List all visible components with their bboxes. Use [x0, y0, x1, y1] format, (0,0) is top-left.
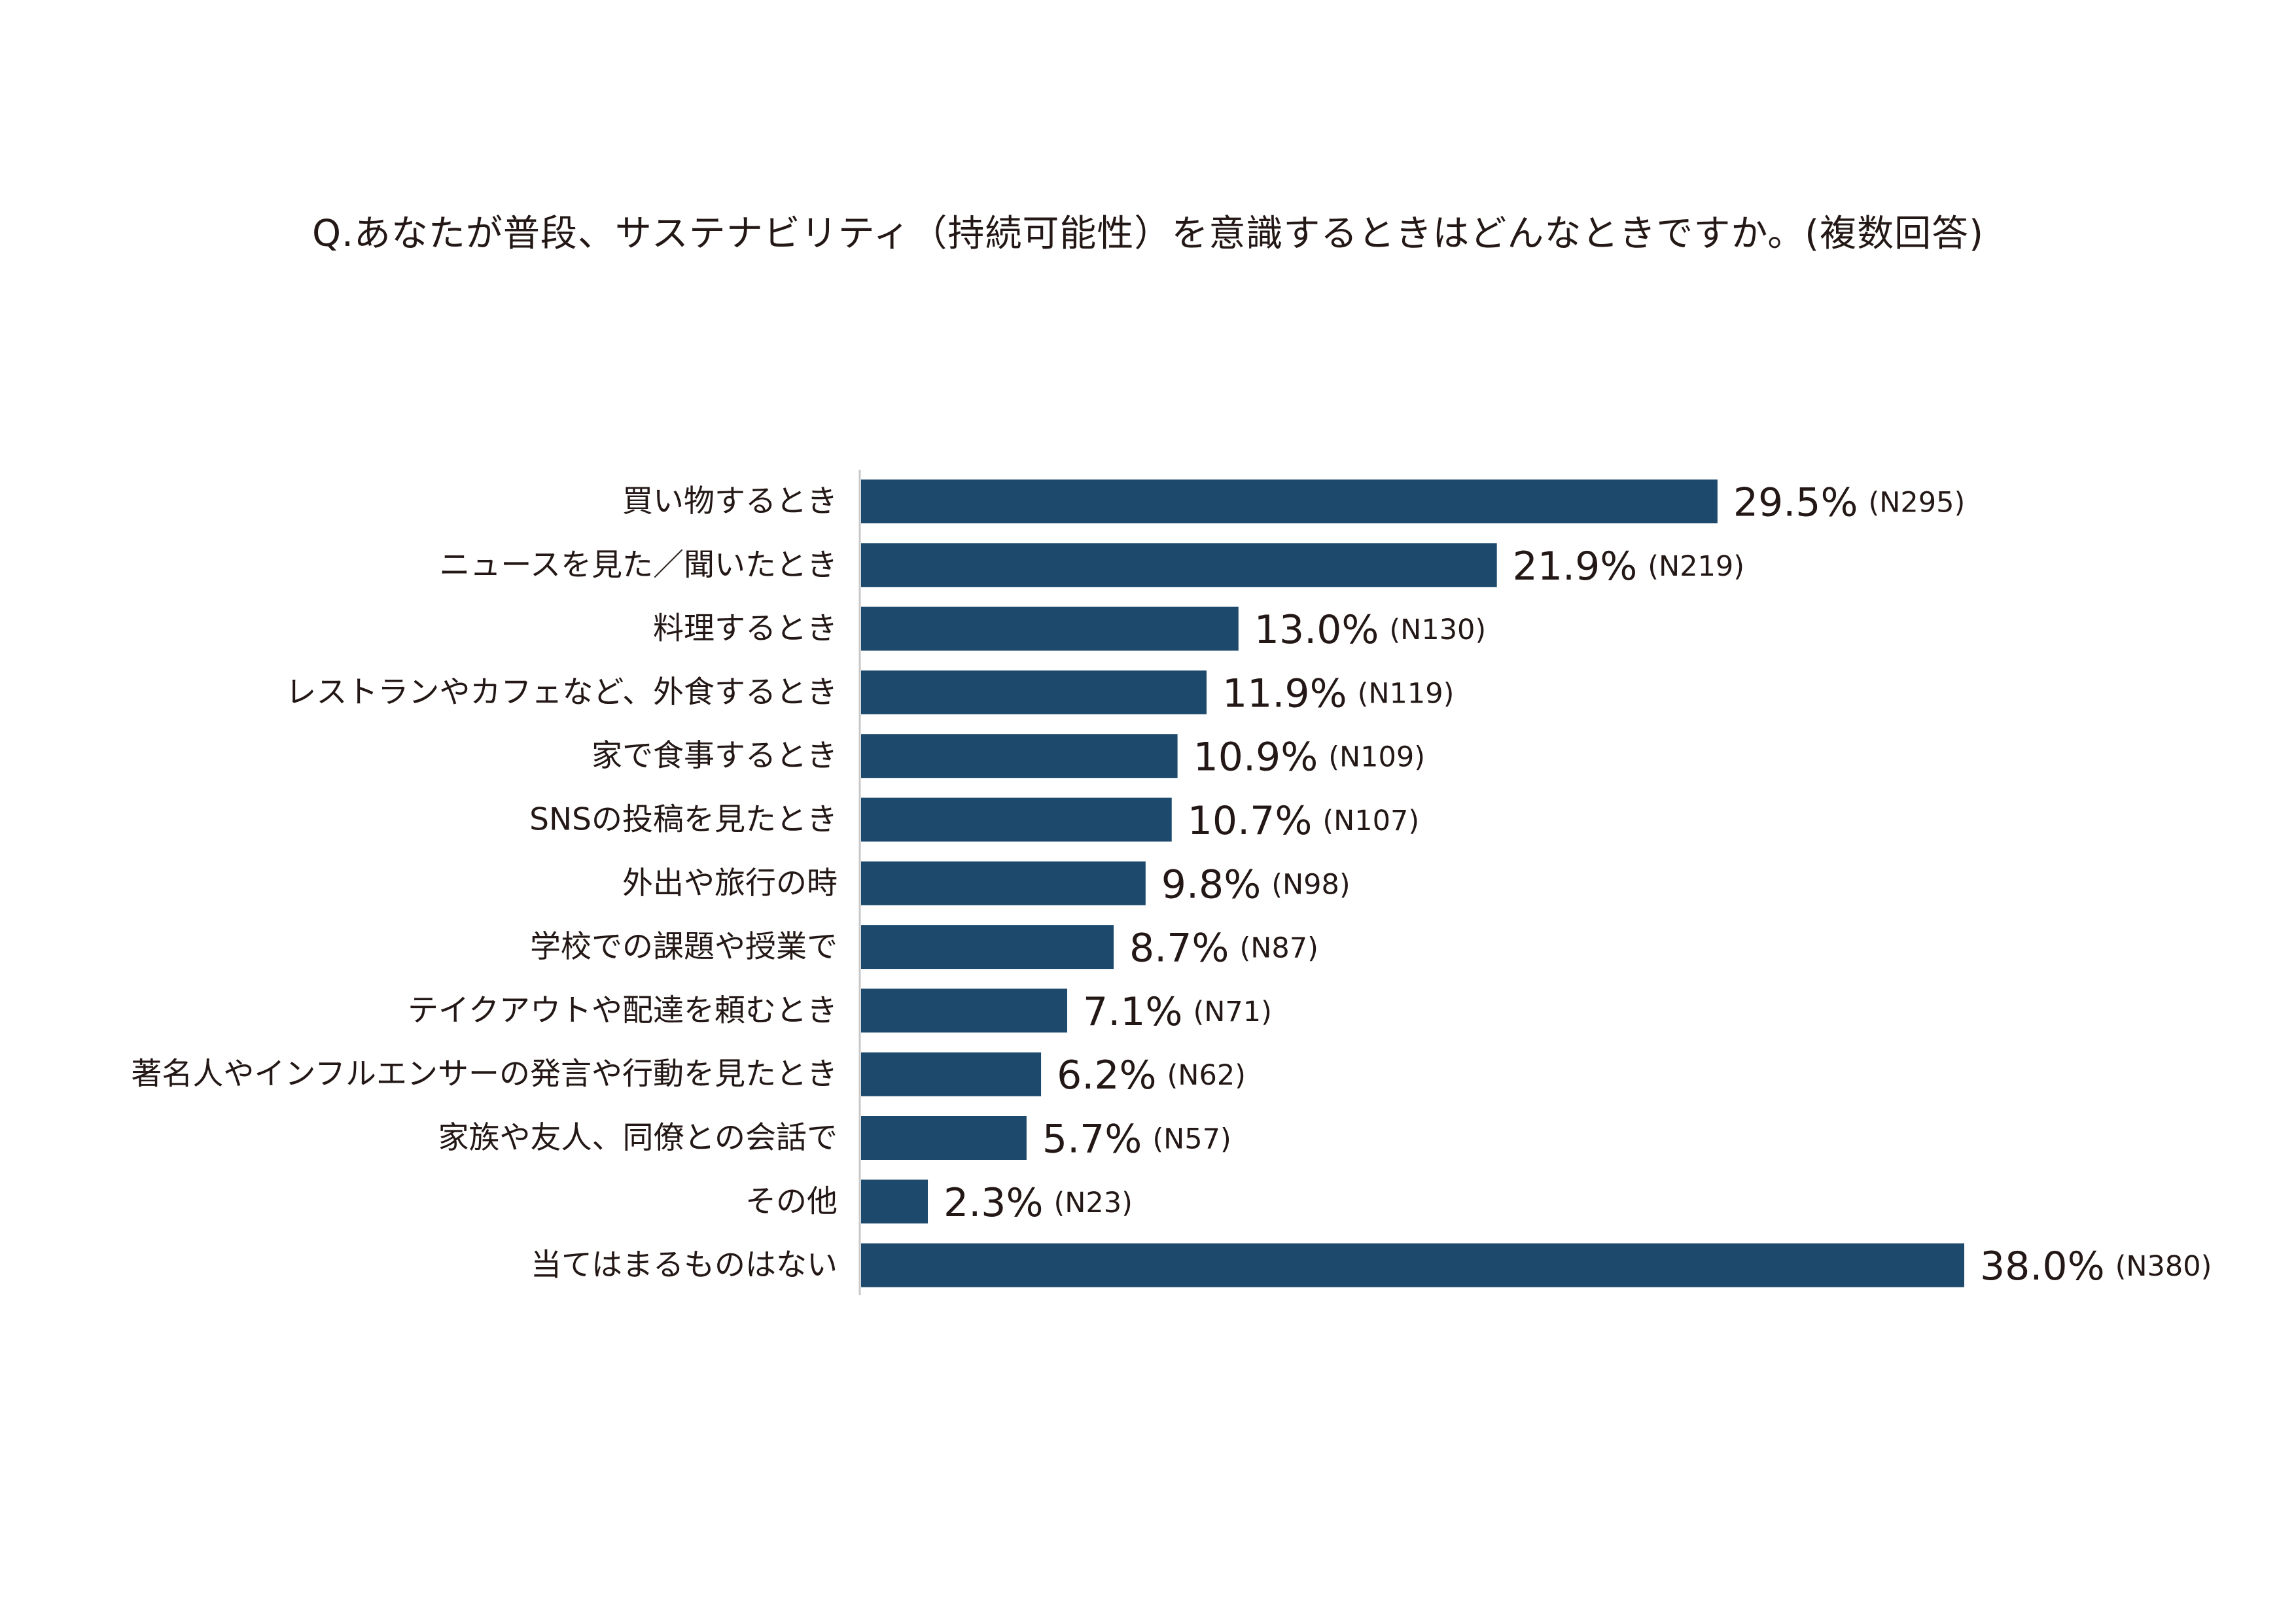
n-label: (N109) [1328, 741, 1425, 774]
n-label: (N57) [1152, 1123, 1231, 1156]
value-label: 29.5% [1733, 480, 1858, 526]
n-label: (N62) [1167, 1059, 1246, 1092]
n-label: (N130) [1389, 614, 1486, 646]
bar [861, 797, 1172, 842]
data-label: 10.9% (N109) [1193, 735, 1425, 780]
data-label: 2.3% (N23) [944, 1180, 1133, 1226]
bar [861, 543, 1497, 587]
bar [861, 861, 1146, 905]
bar [861, 925, 1114, 969]
value-label: 38.0% [1980, 1244, 2105, 1289]
n-label: (N23) [1053, 1187, 1132, 1219]
n-label: (N98) [1271, 868, 1350, 901]
category-label: 料理するとき [653, 611, 838, 647]
bar [861, 1116, 1027, 1160]
category-label: 学校での課題や授業で [530, 929, 838, 965]
category-label: テイクアウトや配達を頼むとき [408, 992, 838, 1028]
bar [861, 734, 1178, 778]
data-label: 21.9% (N219) [1513, 544, 1744, 589]
value-label: 21.9% [1513, 544, 1638, 589]
chart-title: Q.あなたが普段、サステナビリティ（持続可能性）を意識するときはどんなときですか… [312, 213, 1984, 255]
category-label: 家で食事するとき [592, 738, 838, 774]
category-label: SNSの投稿を見たとき [529, 802, 838, 838]
value-label: 2.3% [944, 1180, 1043, 1226]
n-label: (N71) [1193, 996, 1271, 1028]
data-label: 7.1% (N71) [1083, 989, 1272, 1035]
data-label: 11.9% (N119) [1222, 671, 1454, 716]
bar [861, 606, 1239, 651]
data-label: 10.7% (N107) [1188, 798, 1419, 844]
category-label: ニュースを見た／聞いたとき [439, 547, 838, 583]
n-label: (N107) [1322, 805, 1419, 837]
value-label: 6.2% [1057, 1053, 1156, 1098]
data-label: 8.7% (N87) [1129, 926, 1318, 971]
category-label: その他 [745, 1183, 838, 1219]
n-label: (N295) [1868, 487, 1965, 519]
category-label: 当てはまるものはない [531, 1248, 838, 1283]
category-label: 外出や旅行の時 [622, 865, 838, 901]
value-label: 7.1% [1083, 989, 1182, 1035]
category-label: 買い物するとき [622, 483, 838, 519]
value-label: 9.8% [1161, 862, 1261, 907]
value-label: 10.9% [1193, 735, 1318, 780]
data-label: 13.0% (N130) [1254, 607, 1486, 653]
n-label: (N87) [1239, 932, 1318, 965]
bar [861, 988, 1068, 1033]
data-label: 6.2% (N62) [1057, 1053, 1246, 1098]
bars-group: 買い物するとき 29.5% (N295) ニュースを見た／聞いたとき 21.9% (N21… [131, 480, 2212, 1289]
bar [861, 480, 1718, 523]
value-label: 8.7% [1129, 926, 1229, 971]
data-label: 5.7% (N57) [1042, 1117, 1231, 1162]
value-label: 5.7% [1042, 1117, 1142, 1162]
bar [861, 1179, 928, 1224]
category-label: 家族や友人、同僚との会話で [438, 1120, 838, 1156]
n-label: (N219) [1648, 550, 1744, 583]
value-label: 10.7% [1188, 798, 1313, 844]
value-label: 11.9% [1222, 671, 1347, 716]
bar [861, 1052, 1042, 1096]
category-label: レストランやカフェなど、外食するとき [285, 674, 838, 710]
bar [861, 1243, 1964, 1287]
n-label: (N119) [1358, 677, 1455, 710]
n-label: (N380) [2115, 1250, 2212, 1283]
value-label: 13.0% [1254, 607, 1379, 653]
category-label: 著名人やインフルエンサーの発言や行動を見たとき [131, 1056, 838, 1092]
bar [861, 670, 1207, 714]
data-label: 9.8% (N98) [1161, 862, 1351, 907]
data-label: 29.5% (N295) [1733, 480, 1965, 526]
data-label: 38.0% (N380) [1980, 1244, 2212, 1289]
